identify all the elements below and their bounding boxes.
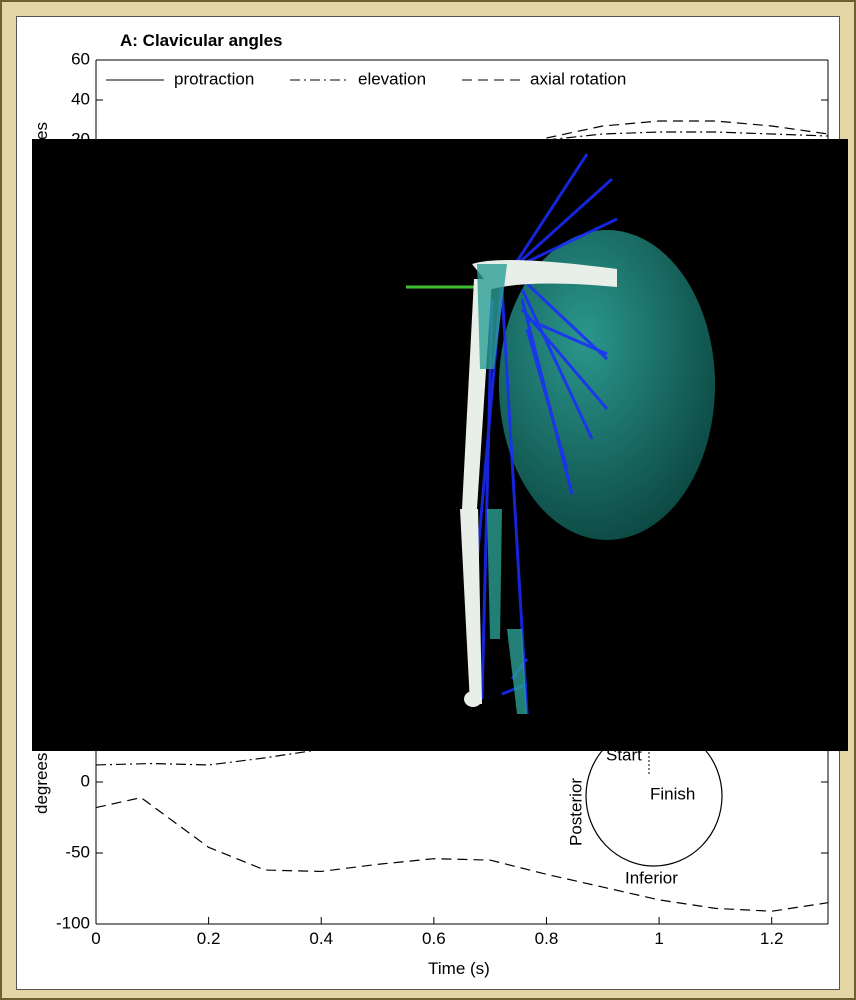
y-tick-label: 0 bbox=[81, 771, 90, 790]
series-line bbox=[96, 749, 321, 765]
y-tick-label: 60 bbox=[71, 49, 90, 68]
series-line bbox=[96, 798, 828, 912]
x-tick-label: 0.4 bbox=[309, 929, 333, 948]
x-tick-label: 0.6 bbox=[422, 929, 446, 948]
annotation: Posterior bbox=[566, 778, 585, 846]
annotation: Inferior bbox=[625, 868, 678, 887]
annotation: Finish bbox=[650, 784, 695, 803]
y-tick-label: 40 bbox=[71, 89, 90, 108]
x-tick-label: 0.2 bbox=[197, 929, 221, 948]
x-tick-label: 0.8 bbox=[535, 929, 559, 948]
x-axis-label: Time (s) bbox=[428, 959, 490, 978]
video-background bbox=[32, 139, 848, 751]
legend-label: protraction bbox=[174, 69, 254, 88]
window-frame: 204060A: Clavicular anglesdegreesprotrac… bbox=[0, 0, 856, 1000]
chart-title: A: Clavicular angles bbox=[120, 31, 283, 50]
x-tick-label: 1.2 bbox=[760, 929, 784, 948]
legend-label: axial rotation bbox=[530, 69, 626, 88]
x-tick-label: 0 bbox=[91, 929, 100, 948]
video-overlay bbox=[32, 139, 848, 751]
x-tick-label: 1 bbox=[654, 929, 663, 948]
legend-label: elevation bbox=[358, 69, 426, 88]
y-tick-label: -50 bbox=[65, 842, 90, 861]
y-axis-label: degrees bbox=[32, 753, 51, 814]
y-tick-label: -100 bbox=[56, 913, 90, 932]
